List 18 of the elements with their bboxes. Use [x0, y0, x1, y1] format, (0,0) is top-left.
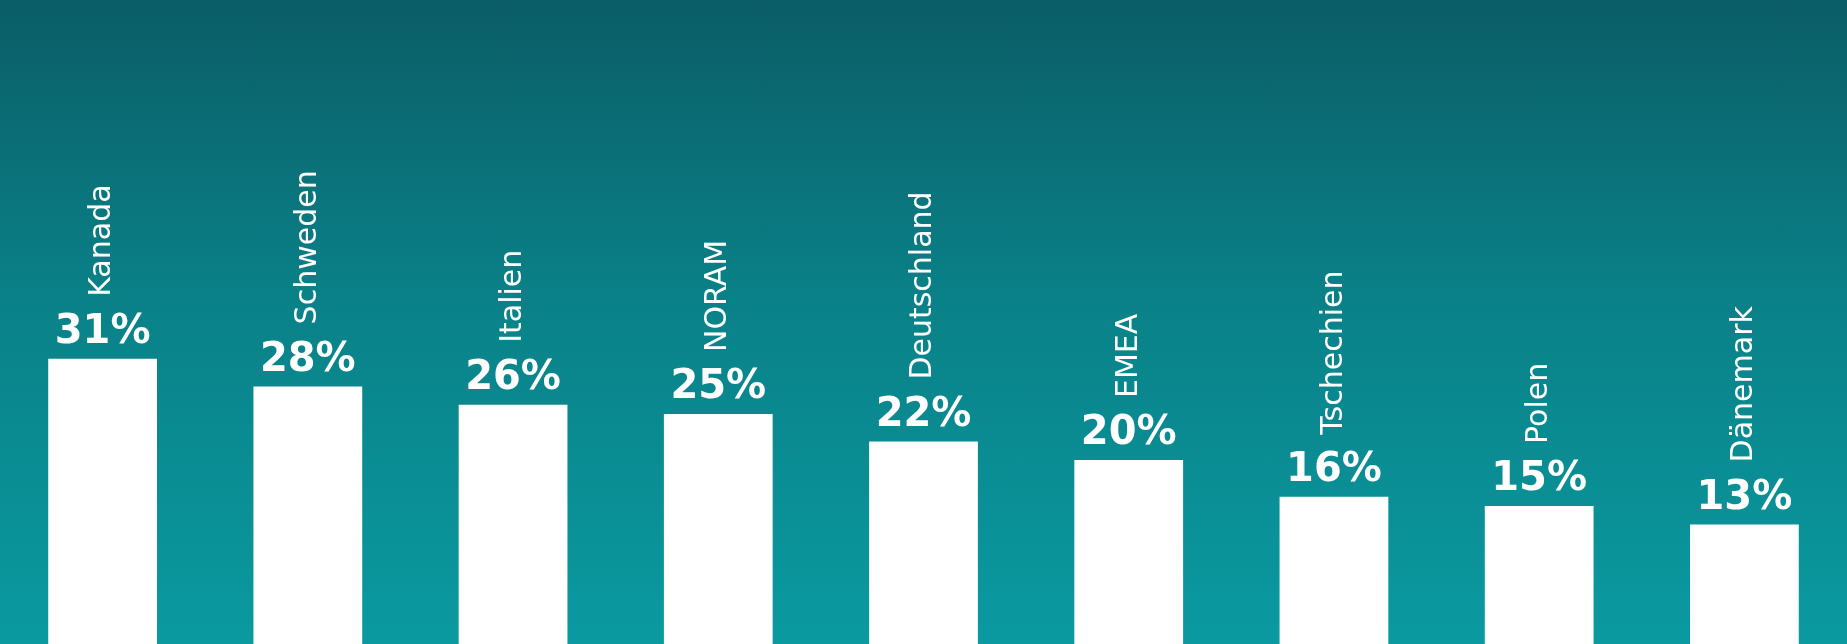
x-tick-label: Deutschland	[903, 191, 939, 380]
data-label: 31%	[54, 306, 151, 353]
x-tick-label: Italien	[492, 249, 528, 343]
x-tick-label: Dänemark	[1724, 305, 1760, 463]
data-label: 13%	[1696, 471, 1793, 518]
x-tick-label: Kanada	[82, 184, 118, 297]
x-tick-label: NORAM	[698, 239, 734, 352]
data-label: 26%	[465, 352, 561, 399]
x-tick-label: EMEA	[1108, 313, 1144, 398]
data-label: 20%	[1080, 407, 1177, 454]
x-tick-label: Tschechien	[1313, 270, 1349, 436]
data-label: 16%	[1286, 444, 1382, 491]
data-label: 15%	[1491, 453, 1588, 500]
data-label: 28%	[259, 333, 356, 380]
x-tick-label: Schweden	[287, 170, 323, 325]
x-tick-label: Polen	[1518, 362, 1554, 444]
data-label: 22%	[875, 388, 972, 435]
data-label: 25%	[670, 361, 767, 408]
